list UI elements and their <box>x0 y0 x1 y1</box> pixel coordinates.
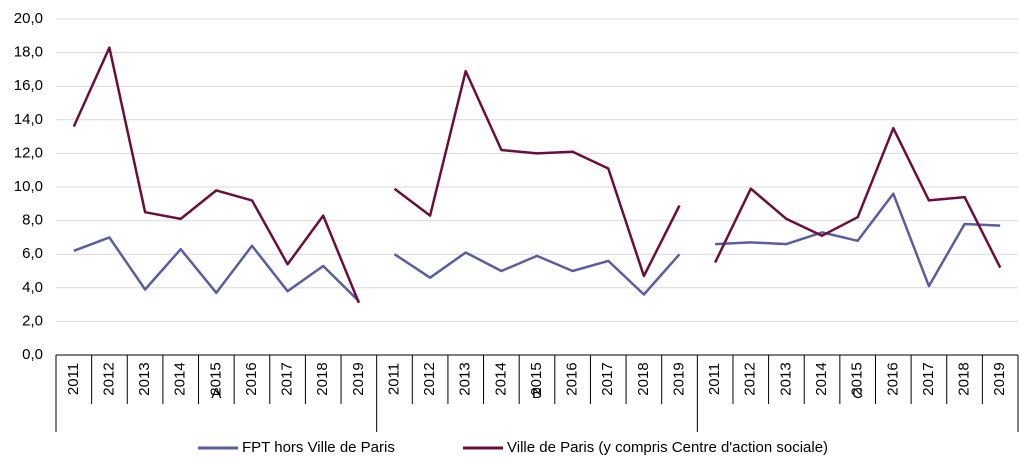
x-tick-label: 2011 <box>706 363 723 395</box>
y-tick-label: 20,0 <box>14 10 43 27</box>
x-tick-label: 2015 <box>849 362 866 395</box>
series-line <box>393 251 681 296</box>
y-tick-label: 16,0 <box>14 77 43 94</box>
y-tick-label: 14,0 <box>14 111 43 128</box>
series-line <box>713 126 1002 269</box>
x-tick-label: 2015 <box>528 362 545 395</box>
x-tick-label: 2017 <box>920 362 937 395</box>
x-tick-label: 2019 <box>350 362 367 395</box>
x-tick-label: 2015 <box>207 362 224 395</box>
x-tick-label: 2018 <box>314 362 331 395</box>
series-line <box>393 69 681 278</box>
group-label: A <box>211 385 221 402</box>
x-tick-label: 2018 <box>635 362 652 395</box>
series-line <box>73 236 360 303</box>
x-tick-label: 2016 <box>243 362 260 395</box>
x-tick-label: 2016 <box>564 362 581 395</box>
x-tick-label: 2013 <box>457 362 474 395</box>
y-tick-label: 10,0 <box>14 178 43 195</box>
x-tick-label: 2013 <box>777 362 794 395</box>
x-tick-label: 2012 <box>100 362 117 395</box>
y-tick-label: 6,0 <box>22 245 43 262</box>
x-tick-label: 2019 <box>991 362 1008 395</box>
x-tick-label: 2017 <box>599 362 616 395</box>
y-tick-label: 2,0 <box>22 312 43 329</box>
x-tick-label: 2011 <box>385 363 402 395</box>
x-tick-label: 2019 <box>670 362 687 395</box>
y-tick-label: 12,0 <box>14 144 43 161</box>
x-tick-label: 2012 <box>742 362 759 395</box>
x-tick-label: 2018 <box>956 362 973 395</box>
y-tick-label: 4,0 <box>22 279 43 296</box>
group-label: B <box>532 385 542 402</box>
legend-label: Ville de Paris (y compris Centre d'actio… <box>507 439 828 456</box>
x-tick-label: 2012 <box>421 362 438 395</box>
series-line <box>715 192 1001 288</box>
y-tick-label: 0,0 <box>22 346 43 363</box>
legend-label: FPT hors Ville de Paris <box>242 439 395 456</box>
x-tick-label: 2016 <box>884 362 901 395</box>
x-tick-label: 2014 <box>172 362 189 395</box>
group-label: C <box>852 385 863 402</box>
x-tick-label: 2014 <box>492 362 509 395</box>
x-tick-label: 2014 <box>813 362 830 395</box>
series-line <box>72 46 361 304</box>
y-tick-label: 8,0 <box>22 212 43 229</box>
x-tick-label: 2011 <box>65 363 82 395</box>
x-tick-label: 2017 <box>279 362 296 395</box>
y-tick-label: 18,0 <box>14 44 43 61</box>
x-tick-label: 2013 <box>136 362 153 395</box>
